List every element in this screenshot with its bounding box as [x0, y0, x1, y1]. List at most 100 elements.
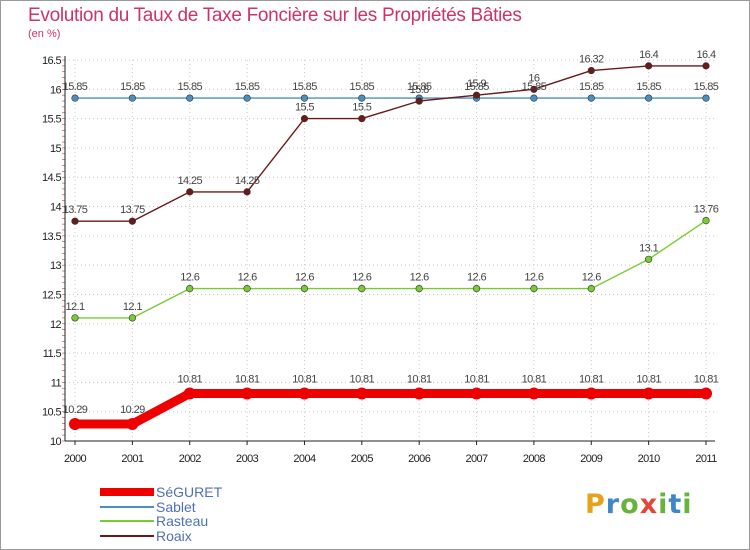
- series-line-sguret: [70, 389, 711, 429]
- data-point-roaix: [300, 115, 309, 123]
- unit-label: (en %): [28, 28, 61, 40]
- data-point-sablet: [358, 94, 366, 102]
- y-tick-label: 16.5: [42, 55, 61, 67]
- data-label-rasteau: 12.6: [524, 272, 543, 284]
- logo-letter: i: [658, 489, 669, 520]
- data-point-sablet: [587, 94, 595, 102]
- data-label-rasteau: 12.6: [410, 272, 429, 284]
- data-label-sablet: 15.85: [522, 81, 547, 93]
- y-tick-label: 14.5: [42, 172, 61, 184]
- data-label-sablet: 15.85: [235, 81, 260, 93]
- data-label-sguret: 10.81: [350, 374, 375, 386]
- data-point-roaix: [358, 115, 366, 123]
- y-tick-label: 13.5: [42, 231, 61, 243]
- data-label-rasteau: 13.76: [694, 204, 719, 216]
- y-tick-label: 14: [50, 202, 62, 214]
- data-point-roaix: [415, 97, 423, 105]
- x-tick-label: 2000: [64, 453, 87, 465]
- y-tick-labels: 10 10.5 11 11.5 12 12.5 13 13.5 14 14.5 15 15.5 16 16…: [42, 55, 62, 448]
- data-point-sguret: [241, 387, 254, 400]
- data-point-sguret: [642, 387, 655, 400]
- data-label-sablet: 15.85: [120, 81, 145, 93]
- data-label-roaix: 16.4: [639, 49, 658, 61]
- axes: [62, 56, 715, 445]
- data-point-roaix: [186, 188, 194, 196]
- data-label-sablet: 15.85: [636, 81, 661, 93]
- data-label-sablet: 15.85: [579, 81, 604, 93]
- x-tick-label: 2011: [695, 453, 717, 465]
- data-label-sguret: 10.29: [63, 404, 88, 416]
- chart-title: Evolution du Taux de Taxe Foncière sur l…: [28, 5, 522, 26]
- data-point-sguret: [126, 418, 139, 431]
- data-point-roaix: [530, 85, 538, 93]
- data-label-rasteau: 12.6: [180, 272, 199, 284]
- data-point-sablet: [128, 94, 136, 102]
- data-label-sablet: 15.85: [407, 81, 432, 93]
- data-label-sablet: 15.85: [63, 81, 88, 93]
- data-label-roaix: 13.75: [120, 204, 145, 216]
- data-label-sguret: 10.29: [120, 404, 145, 416]
- data-point-rasteau: [300, 285, 309, 293]
- data-point-sguret: [470, 387, 483, 400]
- legend-label-sguret: SéGURET: [156, 484, 223, 500]
- legend-swatch-sablet: [100, 505, 154, 508]
- data-label-roaix: 16.4: [696, 49, 715, 61]
- data-point-roaix: [472, 91, 481, 99]
- data-point-sablet: [71, 94, 79, 102]
- data-label-rasteau: 12.6: [582, 272, 601, 284]
- grid-lines: [65, 59, 715, 442]
- data-point-sguret: [298, 387, 311, 400]
- data-point-sguret: [183, 387, 196, 400]
- data-label-sguret: 10.81: [579, 374, 604, 386]
- data-label-sguret: 10.81: [694, 374, 719, 386]
- logo-letter: r: [605, 489, 621, 520]
- legend-label-roaix: Roaix: [156, 527, 192, 544]
- data-label-roaix: 15.5: [295, 102, 314, 114]
- data-point-rasteau: [587, 285, 595, 293]
- data-label-sguret: 10.81: [177, 374, 202, 386]
- data-point-roaix: [702, 62, 710, 70]
- y-tick-label: 11: [51, 377, 62, 389]
- data-label-sablet: 15.85: [464, 81, 489, 93]
- data-point-rasteau: [128, 314, 136, 322]
- data-label-roaix: 15.9: [467, 78, 486, 90]
- x-tick-label: 2001: [121, 453, 144, 465]
- series-line-roaix: [74, 65, 707, 222]
- legend-swatch-roaix: [100, 534, 154, 537]
- data-label-sablet: 15.85: [694, 81, 719, 93]
- data-label-roaix: 14.25: [177, 175, 202, 187]
- data-label-roaix: 15.8: [410, 84, 429, 96]
- legend-swatch-sguret: [100, 488, 154, 496]
- data-label-sguret: 10.81: [464, 374, 489, 386]
- data-point-rasteau: [702, 217, 710, 225]
- data-point-sablet: [645, 94, 653, 102]
- x-tick-label: 2004: [293, 453, 316, 465]
- logo-letter: x: [639, 489, 659, 520]
- data-label-sguret: 10.81: [522, 374, 547, 386]
- data-point-rasteau: [645, 255, 653, 263]
- data-label-roaix: 14.25: [235, 175, 260, 187]
- data-point-roaix: [71, 217, 79, 225]
- data-point-roaix: [645, 62, 653, 70]
- data-point-roaix: [243, 188, 251, 196]
- x-tick-label: 2005: [351, 453, 374, 465]
- data-label-sablet: 15.85: [177, 81, 202, 93]
- data-label-roaix: 16.32: [579, 54, 604, 66]
- data-point-rasteau: [472, 285, 481, 293]
- logo-letter: o: [620, 489, 640, 520]
- data-point-sablet: [300, 94, 309, 102]
- data-label-rasteau: 12.6: [295, 272, 314, 284]
- data-point-roaix: [128, 217, 136, 225]
- y-tick-label: 13: [50, 260, 62, 272]
- data-label-sablet: 15.85: [292, 81, 317, 93]
- data-label-roaix: 13.75: [63, 204, 88, 216]
- data-label-roaix: 16: [528, 72, 540, 84]
- x-tick-label: 2008: [523, 453, 546, 465]
- x-tick-label: 2010: [638, 453, 661, 465]
- data-point-sguret: [69, 418, 81, 431]
- x-tick-label: 2009: [580, 453, 603, 465]
- y-tick-label: 15.5: [42, 114, 61, 126]
- data-point-sguret: [413, 387, 426, 400]
- data-point-sablet: [530, 94, 538, 102]
- data-label-rasteau: 12.1: [65, 301, 84, 313]
